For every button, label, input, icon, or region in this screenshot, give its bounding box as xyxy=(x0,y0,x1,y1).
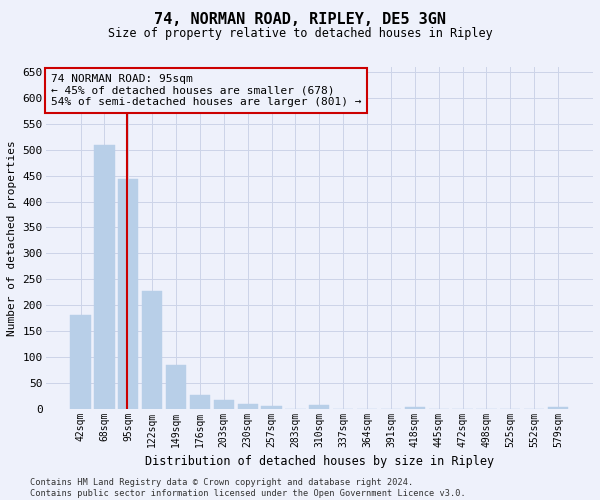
Bar xyxy=(118,180,139,408)
Text: Contains HM Land Registry data © Crown copyright and database right 2024.
Contai: Contains HM Land Registry data © Crown c… xyxy=(30,478,466,498)
Bar xyxy=(309,404,329,408)
Bar xyxy=(238,404,258,408)
Text: Size of property relative to detached houses in Ripley: Size of property relative to detached ho… xyxy=(107,28,493,40)
Bar xyxy=(404,406,425,408)
Bar xyxy=(190,394,210,408)
Bar xyxy=(70,316,91,408)
Text: 74, NORMAN ROAD, RIPLEY, DE5 3GN: 74, NORMAN ROAD, RIPLEY, DE5 3GN xyxy=(154,12,446,28)
Y-axis label: Number of detached properties: Number of detached properties xyxy=(7,140,17,336)
X-axis label: Distribution of detached houses by size in Ripley: Distribution of detached houses by size … xyxy=(145,455,494,468)
Bar xyxy=(214,400,234,408)
Bar xyxy=(142,291,163,408)
Bar xyxy=(94,144,115,408)
Bar xyxy=(548,406,568,408)
Bar xyxy=(262,406,281,408)
Bar xyxy=(166,365,186,408)
Text: 74 NORMAN ROAD: 95sqm
← 45% of detached houses are smaller (678)
54% of semi-det: 74 NORMAN ROAD: 95sqm ← 45% of detached … xyxy=(51,74,362,107)
